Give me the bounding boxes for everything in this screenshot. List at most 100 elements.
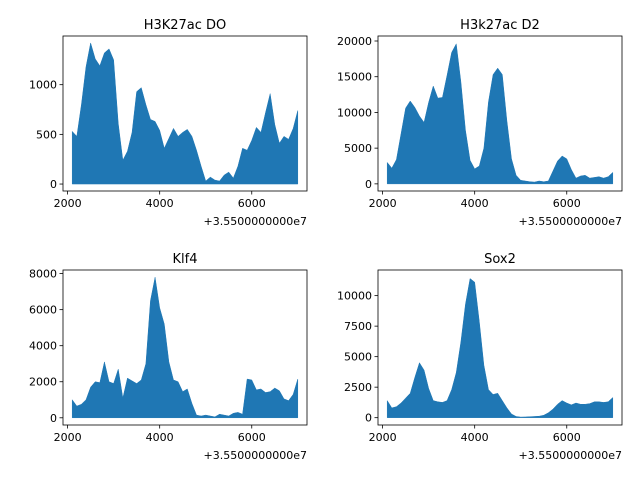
data-point bbox=[603, 177, 605, 179]
x-tick-label: 4000 bbox=[146, 197, 174, 210]
data-point bbox=[269, 391, 271, 393]
data-point bbox=[561, 400, 563, 402]
y-tick-label: 2500 bbox=[344, 381, 372, 394]
data-point bbox=[446, 74, 448, 76]
data-point bbox=[570, 404, 572, 406]
data-point bbox=[547, 180, 549, 182]
data-point bbox=[566, 402, 568, 404]
data-point bbox=[534, 181, 536, 183]
data-point bbox=[418, 362, 420, 364]
data-point bbox=[405, 397, 407, 399]
data-point bbox=[497, 67, 499, 69]
data-point bbox=[76, 135, 78, 137]
data-point bbox=[242, 413, 244, 415]
data-point bbox=[274, 387, 276, 389]
data-point bbox=[395, 406, 397, 408]
y-tick-label: 1000 bbox=[29, 79, 57, 92]
data-point bbox=[255, 126, 257, 128]
data-point bbox=[460, 81, 462, 83]
data-point bbox=[534, 415, 536, 417]
data-point bbox=[117, 122, 119, 124]
data-point bbox=[538, 180, 540, 182]
subplot-title: Klf4 bbox=[173, 252, 198, 267]
data-point bbox=[196, 414, 198, 416]
data-point bbox=[196, 149, 198, 151]
data-point bbox=[182, 391, 184, 393]
data-point bbox=[515, 415, 517, 417]
y-tick-label: 4000 bbox=[29, 340, 57, 353]
data-point bbox=[423, 369, 425, 371]
subplot-grid: 2000 4000 6000 0 500 1000 +3.5500000000e7 H3K27… bbox=[29, 18, 623, 462]
data-point bbox=[186, 128, 188, 130]
data-point bbox=[85, 399, 87, 401]
x-tick-label: 6000 bbox=[553, 197, 581, 210]
data-point bbox=[506, 120, 508, 122]
data-point bbox=[223, 414, 225, 416]
x-tick-label: 2000 bbox=[54, 197, 82, 210]
y-tick-label: 500 bbox=[36, 128, 57, 141]
data-point bbox=[122, 397, 124, 399]
data-point bbox=[520, 416, 522, 418]
data-point bbox=[136, 383, 138, 385]
data-point bbox=[232, 177, 234, 179]
data-point bbox=[469, 278, 471, 280]
data-point bbox=[177, 135, 179, 137]
data-point bbox=[607, 176, 609, 178]
data-point bbox=[414, 106, 416, 108]
subplot-title: Sox2 bbox=[484, 252, 516, 267]
data-point bbox=[455, 43, 457, 45]
data-point bbox=[487, 101, 489, 103]
y-tick-label: 15000 bbox=[337, 71, 372, 84]
data-point bbox=[228, 415, 230, 417]
data-point bbox=[149, 300, 151, 302]
data-point bbox=[414, 376, 416, 378]
data-point bbox=[524, 180, 526, 182]
data-point bbox=[154, 120, 156, 122]
data-point bbox=[126, 150, 128, 152]
data-point bbox=[113, 383, 115, 385]
data-point bbox=[288, 400, 290, 402]
data-point bbox=[108, 381, 110, 383]
data-point bbox=[140, 87, 142, 89]
data-point bbox=[478, 320, 480, 322]
data-point bbox=[99, 65, 101, 67]
area-series bbox=[71, 277, 299, 419]
data-point bbox=[561, 155, 563, 157]
data-point bbox=[492, 74, 494, 76]
data-point bbox=[200, 165, 202, 167]
data-point bbox=[237, 165, 239, 167]
data-point bbox=[520, 179, 522, 181]
data-point bbox=[515, 174, 517, 176]
data-point bbox=[140, 379, 142, 381]
data-point bbox=[209, 176, 211, 178]
data-point bbox=[260, 388, 262, 390]
subplot-3: 2000 4000 6000 0 2000 4000 6000 8000 +3.55000000… bbox=[29, 252, 308, 462]
x-offset-label: +3.5500000000e7 bbox=[519, 215, 622, 228]
x-tick-label: 2000 bbox=[369, 431, 397, 444]
data-point bbox=[511, 413, 513, 415]
data-point bbox=[90, 386, 92, 388]
data-point bbox=[85, 66, 87, 68]
data-point bbox=[584, 174, 586, 176]
data-point bbox=[612, 171, 614, 173]
data-point bbox=[219, 180, 221, 182]
data-point bbox=[455, 372, 457, 374]
data-point bbox=[529, 181, 531, 183]
data-point bbox=[446, 400, 448, 402]
data-point bbox=[557, 403, 559, 405]
data-point bbox=[145, 363, 147, 365]
subplot-2: 2000 4000 6000 0 5000 10000 15000 20000 +3.55000… bbox=[337, 18, 623, 228]
data-point bbox=[168, 361, 170, 363]
data-point bbox=[552, 408, 554, 410]
data-point bbox=[172, 127, 174, 129]
data-point bbox=[589, 177, 591, 179]
axes-frame bbox=[377, 35, 623, 192]
data-point bbox=[76, 405, 78, 407]
data-point bbox=[570, 169, 572, 171]
subplot-title: H3k27ac D2 bbox=[460, 18, 540, 33]
data-point bbox=[593, 401, 595, 403]
y-tick-label: 2000 bbox=[29, 376, 57, 389]
data-point bbox=[538, 415, 540, 417]
data-point bbox=[122, 159, 124, 161]
